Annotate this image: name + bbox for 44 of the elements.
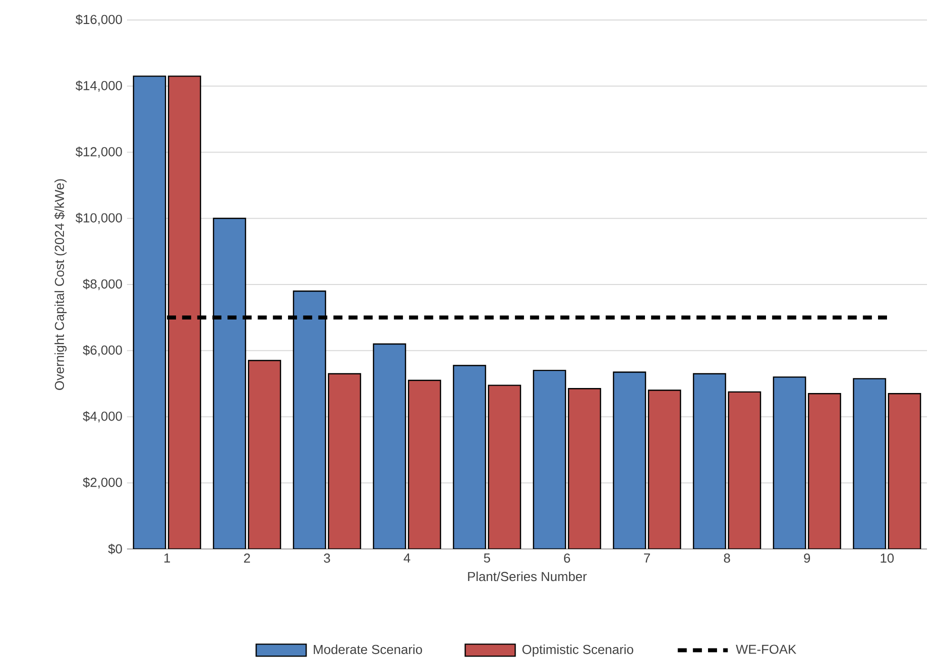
legend-label: Moderate Scenario [314, 644, 422, 654]
x-tick-label: 1 [164, 554, 170, 562]
legend-label: WE-FOAK [736, 644, 796, 654]
x-tick-label: 6 [564, 554, 570, 563]
bar [648, 390, 682, 549]
bar [692, 373, 726, 549]
x-tick-label: 5 [484, 554, 490, 563]
x-tick-label: 7 [644, 554, 650, 562]
y-tick-label: $10,000 [76, 212, 122, 224]
y-tick-label: $8,000 [82, 278, 122, 290]
bar [808, 392, 842, 549]
x-tick-label: 9 [804, 554, 810, 563]
bar [168, 76, 202, 549]
bar [612, 372, 646, 549]
y-tick-label: $0 [108, 544, 122, 554]
x-axis-title: Plant/Series Number [468, 572, 587, 582]
y-tick-label: $12,000 [76, 146, 122, 158]
bar [772, 376, 806, 549]
x-tick-label: 2 [244, 554, 250, 563]
y-tick-label: $4,000 [82, 411, 122, 422]
bar [372, 343, 406, 549]
y-tick-label: $16,000 [76, 14, 122, 26]
x-tick-label: 4 [404, 554, 410, 562]
bar [888, 392, 922, 549]
y-tick-label: $6,000 [82, 344, 122, 356]
bar [488, 384, 522, 549]
bar [132, 76, 166, 549]
x-tick-label: 3 [324, 554, 330, 563]
bar [292, 290, 326, 549]
bar [728, 391, 762, 549]
bar [532, 370, 566, 549]
bar [212, 218, 246, 549]
bar [408, 380, 442, 549]
legend-label: Optimistic Scenario [522, 644, 634, 657]
bar [568, 388, 602, 549]
bar [452, 364, 486, 549]
y-axis-title: Overnight Capital Cost (2024 $/kWe) [54, 179, 67, 390]
x-tick-label: 8 [724, 554, 730, 563]
bar [248, 360, 282, 549]
y-tick-label: $14,000 [76, 80, 122, 92]
bar [328, 373, 362, 549]
x-tick-label: 10 [880, 554, 894, 563]
bar [852, 378, 886, 549]
y-tick-label: $2,000 [82, 477, 122, 488]
